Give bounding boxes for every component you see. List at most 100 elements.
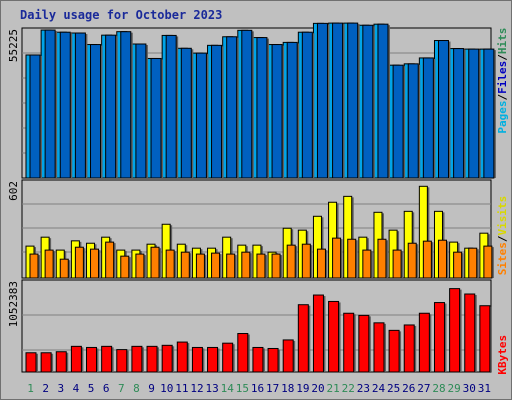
bar-sites-day-7: [120, 255, 130, 279]
bar-sites-day-10: [165, 249, 175, 279]
bar-kbytes-day-3: [55, 351, 67, 373]
bar-files-day-27: [422, 57, 434, 179]
bar-sites-day-23: [362, 249, 372, 279]
panel-visits-sites: 602: [7, 179, 494, 279]
bar-files-day-5: [90, 44, 102, 179]
bar-kbytes-day-31: [479, 305, 491, 373]
x-tick-label: 31: [478, 382, 491, 395]
bar-kbytes-day-15: [237, 333, 249, 373]
bar-kbytes-day-20: [312, 294, 324, 373]
bar-files-day-3: [59, 31, 71, 179]
x-tick-label: 5: [88, 382, 95, 395]
bar-kbytes-day-24: [373, 322, 385, 373]
bar-files-day-12: [195, 52, 207, 179]
bar-sites-day-30: [468, 247, 478, 279]
bar-files-day-17: [271, 44, 283, 179]
x-tick-label: 23: [357, 382, 370, 395]
x-tick-label: 20: [311, 382, 324, 395]
bar-files-day-4: [74, 32, 86, 179]
bar-sites-day-3: [59, 258, 69, 279]
bar-sites-day-24: [377, 238, 387, 279]
bar-kbytes-day-25: [388, 329, 400, 373]
bar-sites-day-20: [316, 248, 326, 279]
x-tick-label: 27: [417, 382, 430, 395]
bar-kbytes-day-7: [116, 349, 128, 373]
bar-kbytes-day-27: [418, 312, 430, 373]
bar-files-day-28: [437, 40, 449, 179]
bar-files-day-2: [44, 29, 56, 179]
bar-kbytes-day-18: [282, 339, 294, 373]
bar-sites-day-29: [453, 251, 463, 279]
x-tick-label: 3: [58, 382, 65, 395]
bar-sites-day-19: [301, 243, 311, 279]
bar-files-day-7: [120, 31, 132, 179]
x-tick-label: 17: [266, 382, 279, 395]
x-tick-label: 15: [236, 382, 249, 395]
bar-kbytes-day-14: [222, 342, 234, 373]
bar-kbytes-day-5: [86, 346, 98, 373]
x-tick-label: 4: [73, 382, 80, 395]
bar-files-day-29: [453, 48, 465, 179]
x-tick-label: 14: [221, 382, 235, 395]
bar-kbytes-day-4: [70, 345, 82, 373]
legend-sites-visits: Sites/Visits: [496, 196, 509, 276]
x-tick-label: 29: [448, 382, 461, 395]
bar-kbytes-day-1: [25, 352, 37, 373]
x-tick-label: 24: [372, 382, 386, 395]
legend-sites: Sites: [496, 242, 509, 275]
bar-sites-day-27: [422, 240, 432, 279]
bar-sites-day-6: [105, 241, 115, 279]
bar-sites-day-11: [180, 251, 190, 279]
bar-kbytes-day-2: [40, 352, 52, 373]
x-tick-label: 26: [402, 382, 415, 395]
legend-separator: /: [496, 93, 509, 100]
legend-pages: Pages: [496, 100, 509, 133]
legend-separator: /: [496, 235, 509, 242]
bar-sites-day-13: [211, 252, 221, 279]
x-tick-label: 1: [27, 382, 34, 395]
bar-kbytes-day-6: [101, 345, 113, 373]
bar-kbytes-day-9: [146, 345, 158, 373]
bar-kbytes-day-17: [267, 347, 279, 373]
bar-files-day-26: [407, 63, 419, 179]
bar-sites-day-25: [392, 249, 402, 279]
bar-kbytes-day-19: [297, 304, 309, 373]
bar-files-day-23: [362, 24, 374, 179]
legend-kbytes: KBytes: [496, 335, 509, 375]
x-tick-label: 19: [296, 382, 309, 395]
panel-kbytes: 1052383: [7, 279, 492, 373]
bar-files-day-20: [316, 22, 328, 179]
bar-sites-day-26: [407, 242, 417, 279]
bar-kbytes-day-29: [449, 288, 461, 373]
bar-files-day-19: [301, 31, 313, 179]
bar-files-day-9: [150, 57, 162, 179]
bar-kbytes-day-23: [358, 314, 370, 373]
panel-hits-files: 55225: [7, 22, 496, 179]
x-tick-label: 7: [118, 382, 125, 395]
x-tick-label: 12: [190, 382, 203, 395]
bar-sites-day-22: [347, 238, 357, 279]
x-tick-label: 30: [463, 382, 476, 395]
bar-kbytes-day-10: [161, 344, 173, 373]
y-max-label: 602: [7, 181, 20, 201]
bar-sites-day-4: [74, 246, 84, 279]
y-max-label: 1052383: [7, 281, 20, 327]
bar-kbytes-day-22: [343, 312, 355, 373]
x-tick-label: 11: [175, 382, 188, 395]
bar-files-day-22: [347, 22, 359, 179]
legend-kbytes: KBytes: [496, 335, 509, 375]
bar-files-day-30: [468, 48, 480, 179]
bar-kbytes-day-21: [328, 300, 340, 373]
bar-files-day-25: [392, 64, 404, 179]
legend-separator: /: [496, 54, 509, 61]
bar-kbytes-day-28: [433, 302, 445, 373]
bar-files-day-10: [165, 34, 177, 179]
legend-files: Files: [496, 61, 509, 94]
legend-hits: Hits: [496, 28, 509, 55]
bar-files-day-14: [226, 36, 238, 179]
bar-files-day-24: [377, 23, 389, 179]
x-tick-label: 28: [432, 382, 445, 395]
x-tick-label: 22: [342, 382, 355, 395]
x-tick-label: 13: [205, 382, 218, 395]
x-tick-label: 21: [327, 382, 340, 395]
